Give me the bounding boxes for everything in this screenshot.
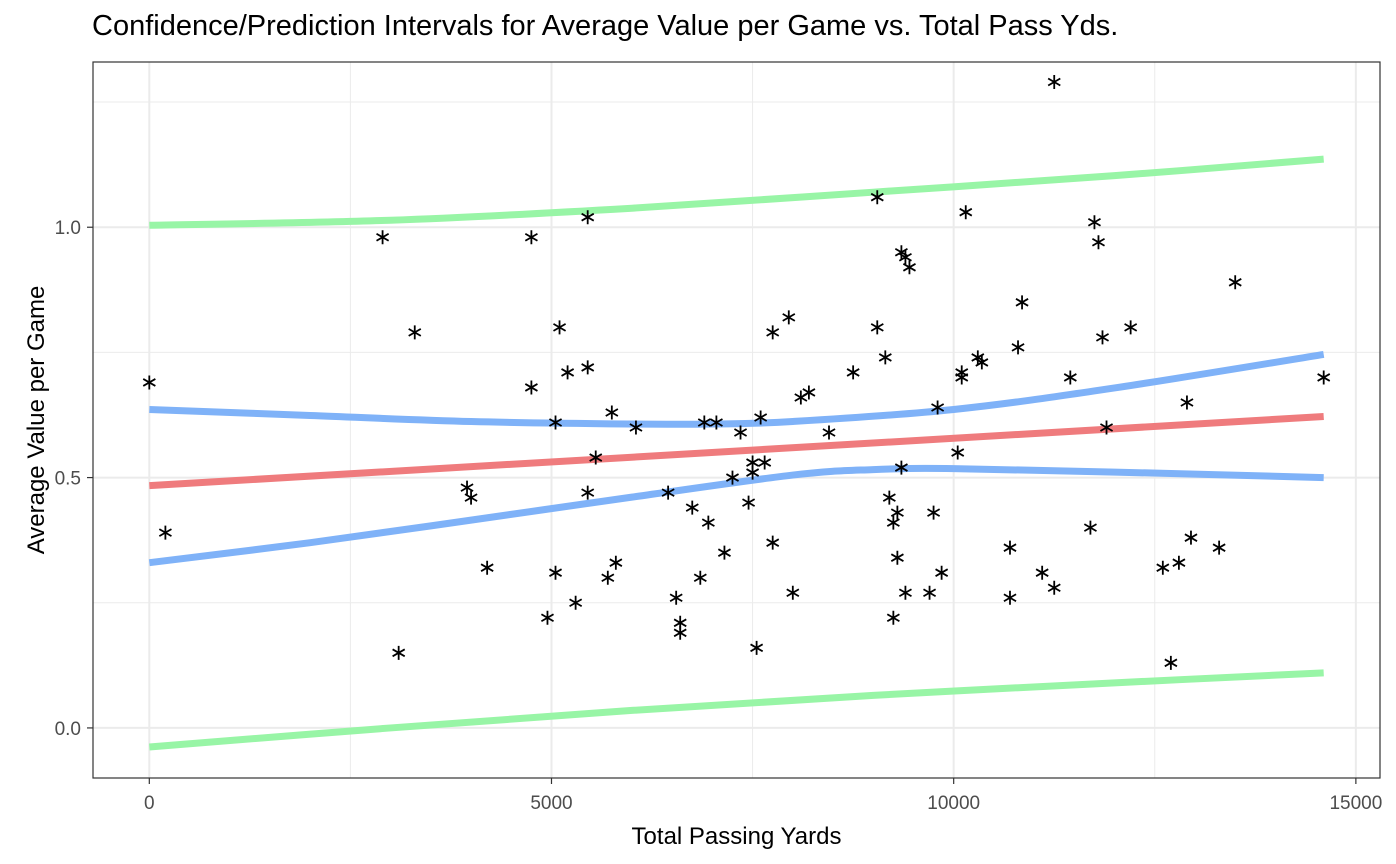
- x-tick-label: 0: [144, 793, 155, 814]
- x-tick-label: 10000: [927, 793, 980, 814]
- x-axis-title: Total Passing Yards: [632, 823, 842, 850]
- y-tick-label: 1.0: [55, 218, 81, 239]
- x-axis-ticks: 0 5000 10000 15000: [144, 778, 1382, 814]
- y-tick-label: 0.5: [55, 469, 81, 490]
- y-axis-title: Average Value per Game: [23, 286, 50, 555]
- x-tick-label: 5000: [530, 793, 572, 814]
- y-tick-label: 0.0: [55, 719, 81, 740]
- x-tick-label: 15000: [1329, 793, 1382, 814]
- y-axis-ticks: 0.0 0.5 1.0: [55, 218, 93, 740]
